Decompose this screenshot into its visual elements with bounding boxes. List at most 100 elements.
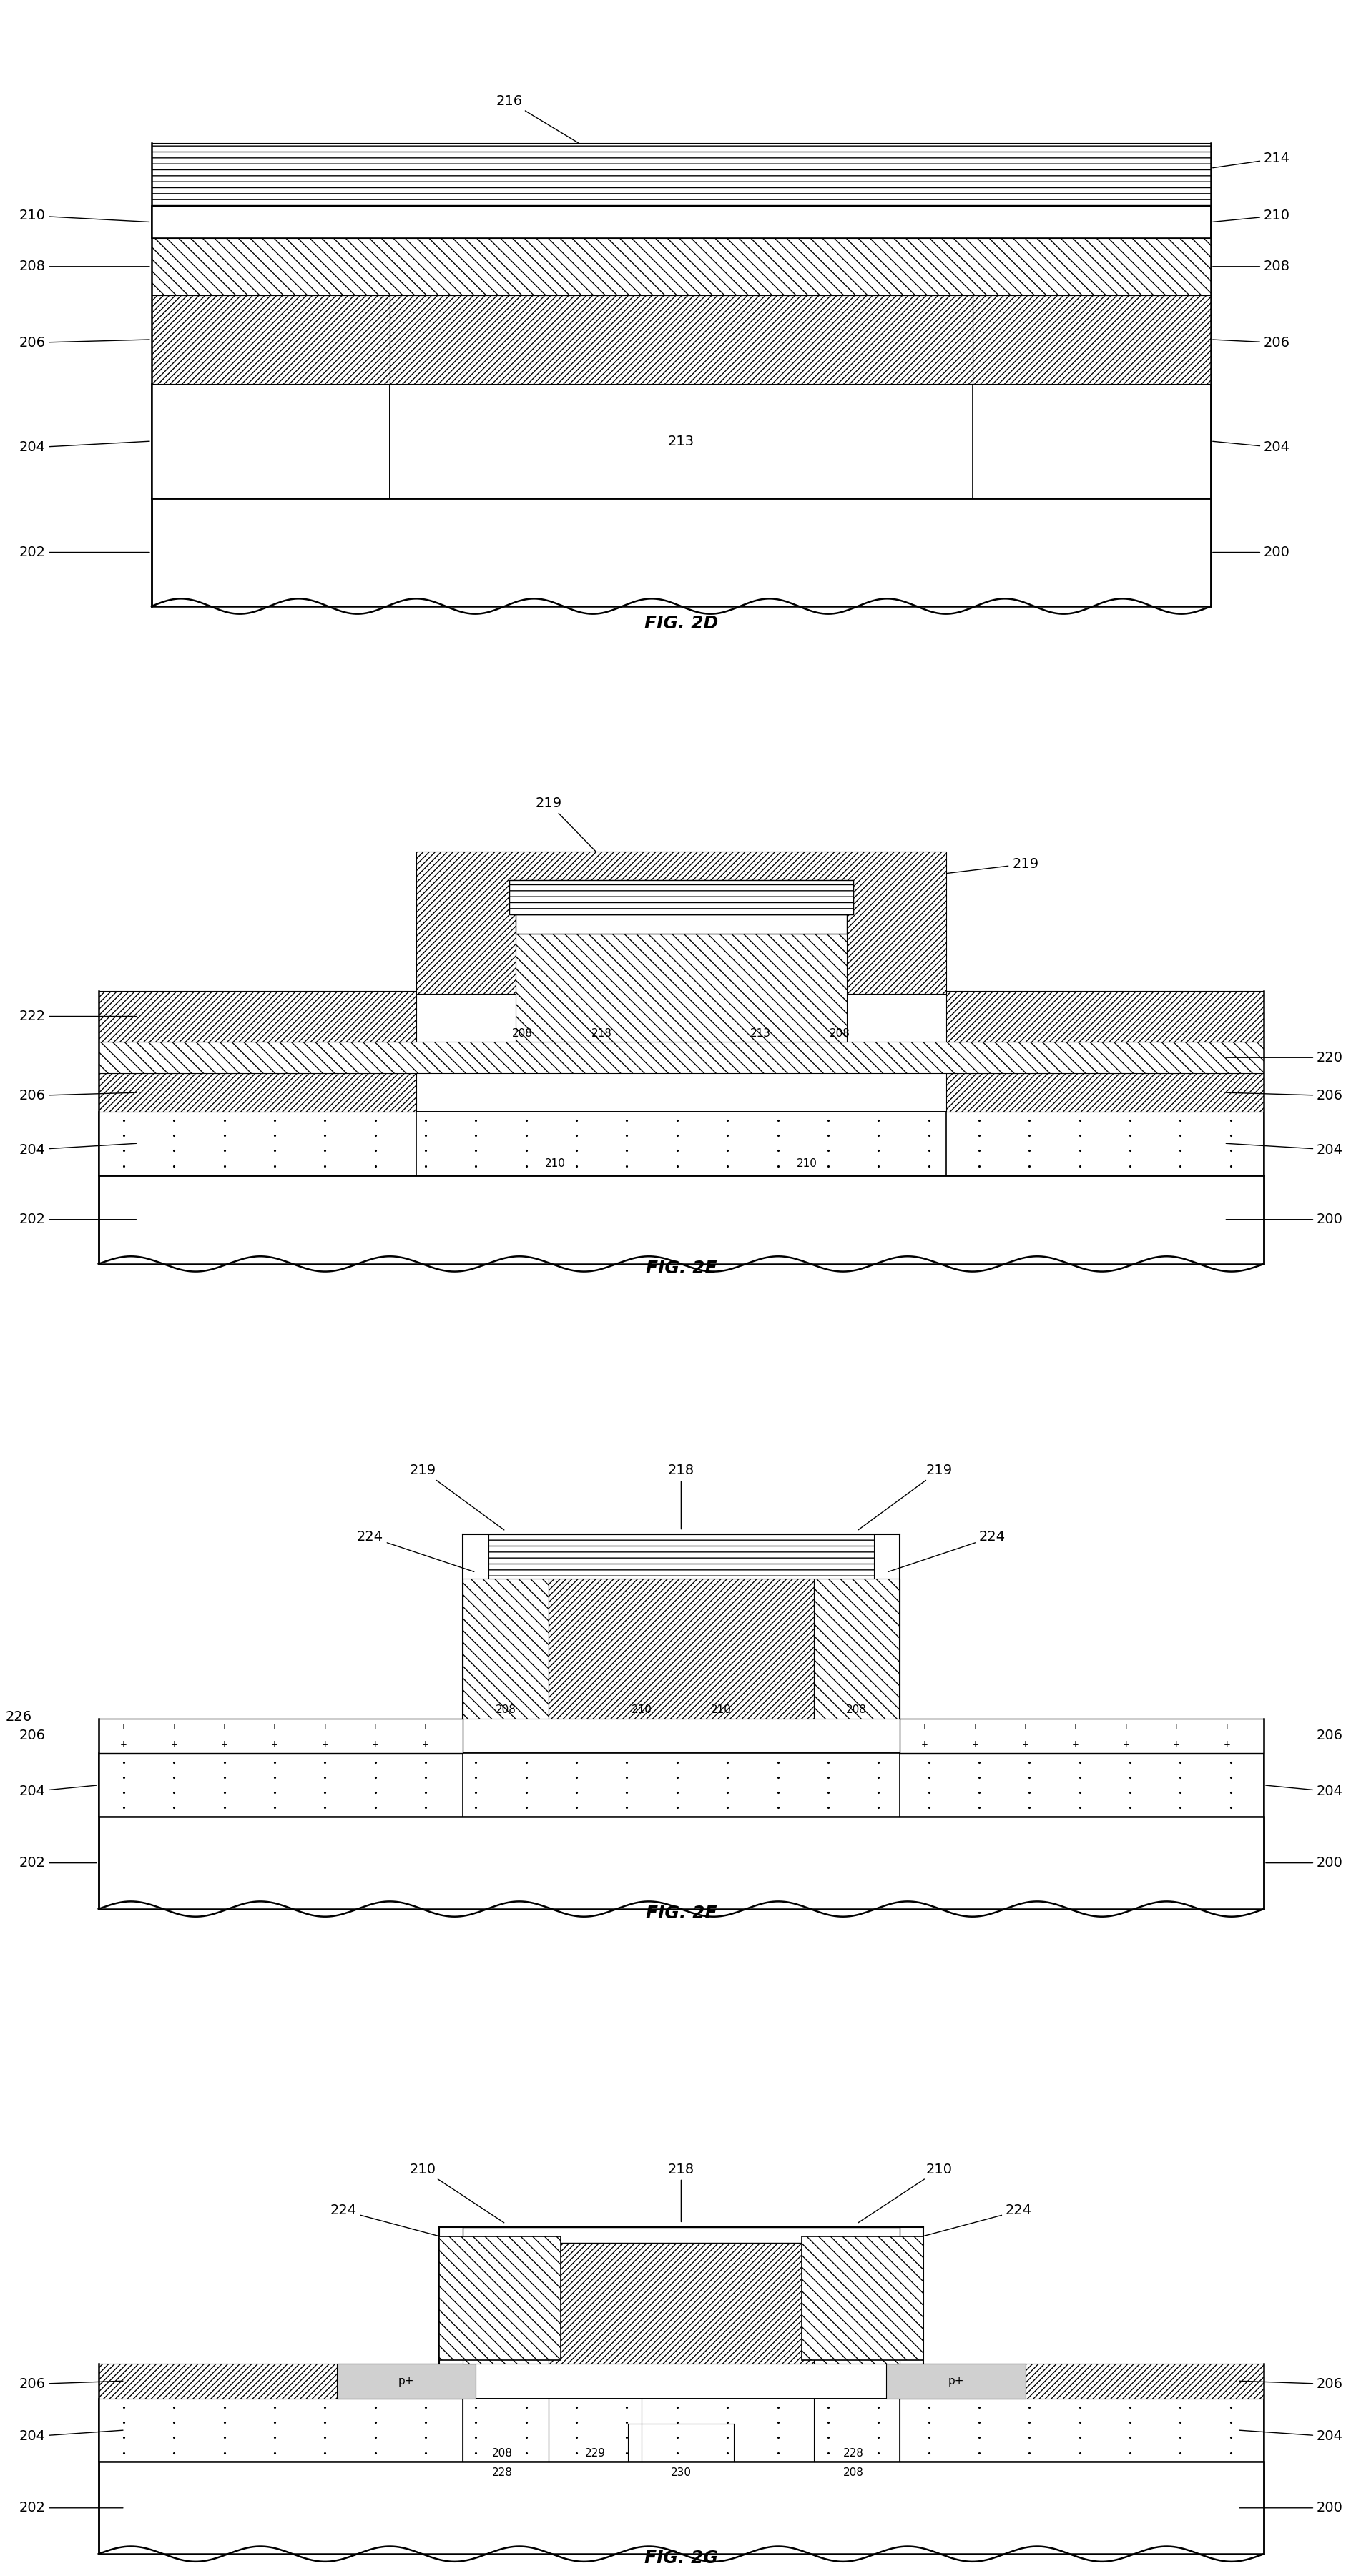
Text: 228: 228 <box>843 2447 863 2458</box>
Text: 224: 224 <box>357 1530 474 1571</box>
Bar <box>515 914 846 933</box>
Text: 202: 202 <box>19 546 150 559</box>
Text: p+: p+ <box>947 2375 963 2385</box>
Bar <box>151 384 389 497</box>
Text: 206: 206 <box>1316 1728 1343 1744</box>
Text: 208: 208 <box>19 260 150 273</box>
Text: 219: 219 <box>535 796 600 855</box>
Text: 206: 206 <box>19 1728 46 1744</box>
Text: 206: 206 <box>19 335 150 350</box>
Text: +: + <box>422 1723 428 1731</box>
Text: +: + <box>1021 1739 1028 1749</box>
Text: 226: 226 <box>5 1710 32 1723</box>
Text: 204: 204 <box>1225 1144 1343 1157</box>
Text: 200: 200 <box>1225 1213 1343 1226</box>
Text: FIG. 2D: FIG. 2D <box>644 616 717 631</box>
Text: +: + <box>1071 1723 1078 1731</box>
Bar <box>439 2236 561 2360</box>
Text: +: + <box>220 1723 228 1731</box>
Text: +: + <box>272 1723 278 1731</box>
Text: 230: 230 <box>670 2468 692 2478</box>
Text: +: + <box>120 1723 127 1731</box>
Text: 206: 206 <box>19 2378 123 2391</box>
Text: +: + <box>322 1723 328 1731</box>
Bar <box>549 1579 813 1718</box>
Bar <box>946 1074 1263 1113</box>
Text: 200: 200 <box>1239 2501 1343 2514</box>
Text: 213: 213 <box>667 435 694 448</box>
Bar <box>99 2463 1263 2553</box>
Bar <box>99 1754 1263 1816</box>
Bar <box>99 2362 462 2398</box>
Text: 208: 208 <box>494 1705 516 1716</box>
Bar <box>886 2362 1025 2398</box>
Text: 222: 222 <box>19 1010 136 1023</box>
Bar <box>99 1816 1263 1909</box>
Text: 219: 219 <box>858 1463 952 1530</box>
Bar <box>99 1113 1263 1175</box>
Text: 204: 204 <box>19 1144 136 1157</box>
Text: +: + <box>170 1723 177 1731</box>
Text: +: + <box>120 1739 127 1749</box>
Text: 210: 210 <box>409 2161 504 2223</box>
Text: 213: 213 <box>750 1028 770 1038</box>
Text: 206: 206 <box>1225 1090 1343 1103</box>
Text: 206: 206 <box>1239 2378 1343 2391</box>
Text: 204: 204 <box>19 440 150 453</box>
Bar <box>389 384 971 497</box>
Text: 219: 219 <box>921 858 1038 876</box>
Text: +: + <box>921 1739 928 1749</box>
Text: 210: 210 <box>1212 209 1290 222</box>
Text: 210: 210 <box>544 1159 565 1170</box>
Text: 208: 208 <box>846 1705 866 1716</box>
Text: 204: 204 <box>1265 1785 1343 1798</box>
Bar <box>509 881 852 914</box>
Text: +: + <box>1121 1739 1129 1749</box>
Text: 200: 200 <box>1265 1857 1343 1870</box>
Text: FIG. 2E: FIG. 2E <box>646 1260 716 1278</box>
Bar <box>509 881 852 914</box>
Text: +: + <box>1021 1723 1028 1731</box>
Text: 224: 224 <box>330 2205 450 2239</box>
Bar <box>151 206 1210 237</box>
Bar <box>99 2398 1263 2463</box>
Bar <box>151 237 1210 296</box>
Text: 204: 204 <box>19 2429 123 2442</box>
Text: +: + <box>1223 1739 1229 1749</box>
Text: 208: 208 <box>492 2447 512 2458</box>
Text: 220: 220 <box>1225 1051 1343 1064</box>
Bar <box>900 1718 1263 1754</box>
Bar <box>151 142 1210 206</box>
Bar <box>462 2244 549 2362</box>
Text: 219: 219 <box>409 1463 504 1530</box>
Bar <box>971 296 1210 384</box>
Text: 208: 208 <box>843 2468 863 2478</box>
Text: 206: 206 <box>19 1090 136 1103</box>
Bar <box>462 1579 549 1718</box>
Text: 210: 210 <box>711 1705 731 1716</box>
Bar <box>801 2236 923 2360</box>
Text: 202: 202 <box>19 2501 123 2514</box>
Bar <box>416 1113 946 1175</box>
Text: 208: 208 <box>1212 260 1290 273</box>
Text: 218: 218 <box>667 2161 694 2221</box>
Text: 224: 224 <box>888 1530 1005 1571</box>
Text: 204: 204 <box>1212 440 1290 453</box>
Text: 208: 208 <box>512 1028 532 1038</box>
Bar <box>971 384 1210 497</box>
Bar <box>99 992 416 1041</box>
Text: 229: 229 <box>585 2447 605 2458</box>
Text: FIG. 2G: FIG. 2G <box>644 2550 717 2566</box>
Bar <box>99 1041 1263 1074</box>
Bar <box>549 2244 813 2362</box>
Bar <box>336 2362 476 2398</box>
Text: 210: 210 <box>631 1705 651 1716</box>
Bar <box>813 2244 900 2362</box>
Text: +: + <box>1223 1723 1229 1731</box>
Text: 202: 202 <box>19 1213 136 1226</box>
Text: +: + <box>322 1739 328 1749</box>
Text: 200: 200 <box>1212 546 1289 559</box>
Text: 216: 216 <box>496 95 586 147</box>
Bar <box>99 1074 416 1113</box>
Bar <box>813 1579 900 1718</box>
